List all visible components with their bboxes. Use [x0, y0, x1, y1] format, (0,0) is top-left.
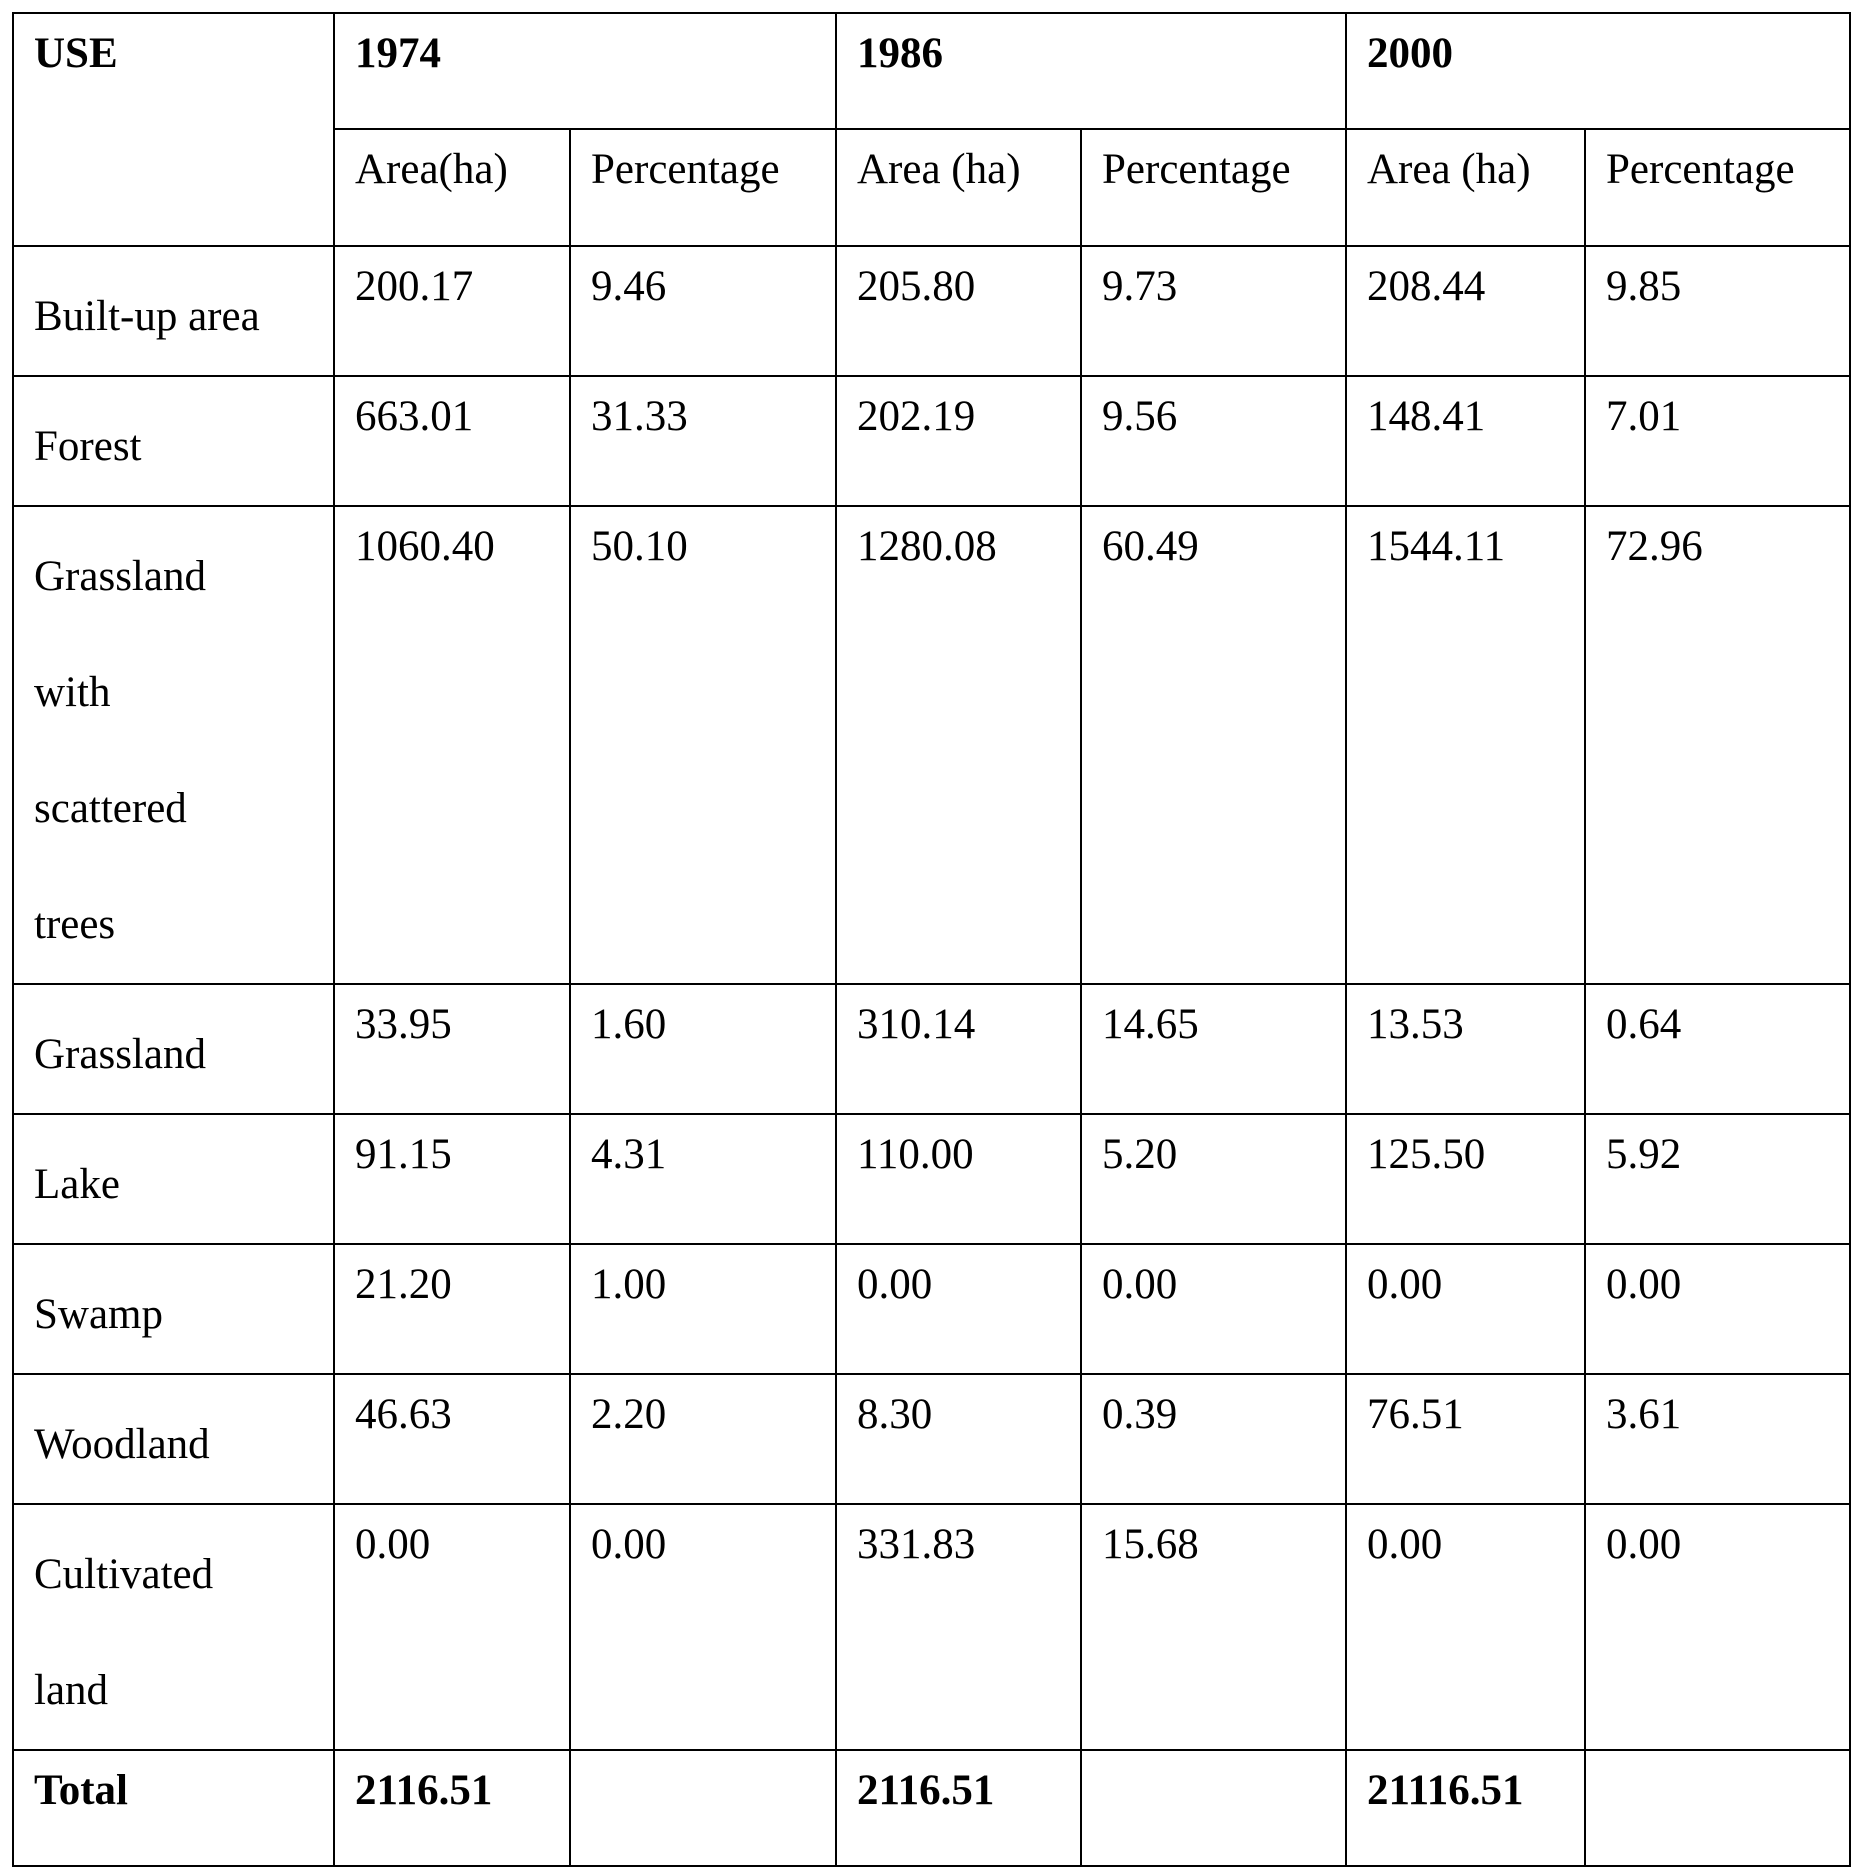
data-cell: 0.00 [1345, 1503, 1586, 1751]
data-cell: 110.00 [835, 1113, 1082, 1245]
row-label: Grassland with scattered trees [12, 505, 335, 985]
label-line: Grassland [34, 1031, 206, 1078]
table-row: Grassland 33.95 1.60 310.14 14.65 13.53 0.64 [12, 983, 1851, 1115]
subheader-cell: Area (ha) [835, 128, 1082, 247]
land-use-table: USE 1974 1986 2000 Area(ha) Percentage Area (h… [12, 12, 1851, 1867]
table-row: Area(ha) Percentage Area (ha) Percentage Are… [13, 128, 1851, 247]
data-cell: 21.20 [333, 1243, 571, 1375]
total-value: 21116.51 [1345, 1749, 1586, 1867]
year-header: 2000 [1345, 12, 1851, 130]
data-cell: 1060.40 [333, 505, 571, 985]
data-cell: 148.41 [1345, 375, 1586, 507]
table-row: Cultivated land 0.00 0.00 331.83 15.68 0.00 0.0… [12, 1503, 1851, 1751]
data-cell: 202.19 [835, 375, 1082, 507]
page: USE 1974 1986 2000 Area(ha) Percentage Area (h… [12, 12, 1851, 1867]
data-cell: 15.68 [1080, 1503, 1347, 1751]
row-label: Lake [12, 1113, 335, 1245]
empty-cell [1080, 1749, 1347, 1867]
data-cell: 33.95 [333, 983, 571, 1115]
data-cell: 7.01 [1584, 375, 1851, 507]
data-cell: 5.20 [1080, 1113, 1347, 1245]
data-cell: 0.00 [1345, 1243, 1586, 1375]
row-label: Swamp [12, 1243, 335, 1375]
data-cell: 1.00 [569, 1243, 837, 1375]
subheader-cell: Area (ha) [1345, 128, 1586, 247]
table-row: Forest 663.01 31.33 202.19 9.56 148.41 7.01 [12, 375, 1851, 507]
data-cell: 60.49 [1080, 505, 1347, 985]
row-label: Forest [12, 375, 335, 507]
year-header: 1974 [333, 12, 837, 130]
subheader-cell: Percentage [569, 128, 837, 247]
subheader-cell: Percentage [1080, 128, 1347, 247]
label-line: with [34, 669, 111, 716]
table-row: Grassland with scattered trees 1060.40 50.10 1… [12, 505, 1851, 985]
year-header: 1986 [835, 12, 1347, 130]
row-label: Cultivated land [12, 1503, 335, 1751]
data-cell: 0.00 [835, 1243, 1082, 1375]
data-cell: 0.39 [1080, 1373, 1347, 1505]
data-cell: 208.44 [1345, 245, 1586, 377]
data-cell: 9.56 [1080, 375, 1347, 507]
label-line: Swamp [34, 1291, 163, 1338]
data-cell: 205.80 [835, 245, 1082, 377]
data-cell: 310.14 [835, 983, 1082, 1115]
data-cell: 1.60 [569, 983, 837, 1115]
data-cell: 0.00 [333, 1503, 571, 1751]
data-cell: 1544.11 [1345, 505, 1586, 985]
data-cell: 9.73 [1080, 245, 1347, 377]
data-cell: 3.61 [1584, 1373, 1851, 1505]
data-cell: 200.17 [333, 245, 571, 377]
label-line: land [34, 1667, 109, 1714]
label-line: Lake [34, 1161, 120, 1208]
data-cell: 5.92 [1584, 1113, 1851, 1245]
data-cell: 0.00 [1584, 1503, 1851, 1751]
table-row: Lake 91.15 4.31 110.00 5.20 125.50 5.92 [12, 1113, 1851, 1245]
data-cell: 31.33 [569, 375, 837, 507]
empty-cell [1584, 1749, 1851, 1867]
label-line: Woodland [34, 1421, 210, 1468]
data-cell: 663.01 [333, 375, 571, 507]
data-cell: 0.00 [1584, 1243, 1851, 1375]
data-cell: 4.31 [569, 1113, 837, 1245]
empty-cell [569, 1749, 837, 1867]
label-line: Forest [34, 423, 142, 470]
table-row: Built-up area 200.17 9.46 205.80 9.73 208.44 9… [12, 245, 1851, 377]
table-body: USE 1974 1986 2000 Area(ha) Percentage Area (h… [12, 12, 1851, 1867]
data-cell: 8.30 [835, 1373, 1082, 1505]
table-row: Total 2116.51 2116.51 21116.51 [12, 1749, 1851, 1867]
row-label: Woodland [12, 1373, 335, 1505]
data-cell: 14.65 [1080, 983, 1347, 1115]
data-cell: 0.00 [1080, 1243, 1347, 1375]
data-cell: 0.64 [1584, 983, 1851, 1115]
total-value: 2116.51 [333, 1749, 571, 1867]
data-cell: 50.10 [569, 505, 837, 985]
data-cell: 9.85 [1584, 245, 1851, 377]
table-row: Swamp 21.20 1.00 0.00 0.00 0.00 0.00 [12, 1243, 1851, 1375]
row-label: Grassland [12, 983, 335, 1115]
total-label: Total [12, 1749, 335, 1867]
header-cell: USE [12, 12, 335, 247]
data-cell: 72.96 [1584, 505, 1851, 985]
data-cell: 2.20 [569, 1373, 837, 1505]
data-cell: 9.46 [569, 245, 837, 377]
label-line: Built-up area [34, 293, 260, 340]
subheader-cell: Area(ha) [333, 128, 571, 247]
subheader-cell: Percentage [1584, 128, 1851, 247]
table-row: Woodland 46.63 2.20 8.30 0.39 76.51 3.61 [12, 1373, 1851, 1505]
label-line: scattered [34, 785, 187, 832]
row-label: Built-up area [12, 245, 335, 377]
data-cell: 46.63 [333, 1373, 571, 1505]
data-cell: 13.53 [1345, 983, 1586, 1115]
label-line: Grassland [34, 553, 206, 600]
total-value: 2116.51 [835, 1749, 1082, 1867]
data-cell: 1280.08 [835, 505, 1082, 985]
data-cell: 76.51 [1345, 1373, 1586, 1505]
data-cell: 125.50 [1345, 1113, 1586, 1245]
label-line: Cultivated [34, 1551, 214, 1598]
data-cell: 91.15 [333, 1113, 571, 1245]
table-row: USE 1974 1986 2000 [12, 12, 1851, 247]
label-line: trees [34, 901, 116, 948]
data-cell: 0.00 [569, 1503, 837, 1751]
data-cell: 331.83 [835, 1503, 1082, 1751]
